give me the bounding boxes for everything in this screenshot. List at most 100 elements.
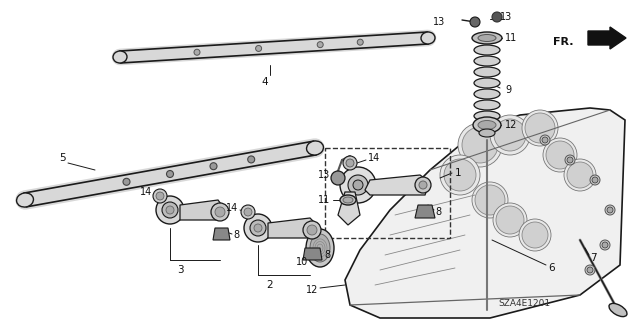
Text: 14: 14 xyxy=(368,153,380,163)
Circle shape xyxy=(123,178,130,185)
Circle shape xyxy=(340,167,376,203)
Ellipse shape xyxy=(473,117,501,133)
Circle shape xyxy=(602,242,608,248)
Circle shape xyxy=(415,177,431,193)
Text: 6: 6 xyxy=(548,263,555,273)
Circle shape xyxy=(241,205,255,219)
Ellipse shape xyxy=(478,34,496,41)
Polygon shape xyxy=(345,108,625,318)
Circle shape xyxy=(166,170,173,177)
Polygon shape xyxy=(365,175,430,195)
Ellipse shape xyxy=(474,78,500,88)
Circle shape xyxy=(592,177,598,183)
Polygon shape xyxy=(213,228,230,240)
Circle shape xyxy=(565,155,575,165)
Polygon shape xyxy=(180,200,224,220)
Ellipse shape xyxy=(474,89,500,99)
Text: 10: 10 xyxy=(296,257,308,267)
Text: 3: 3 xyxy=(177,265,183,275)
Circle shape xyxy=(587,267,593,273)
Text: 5: 5 xyxy=(59,153,65,163)
Text: 8: 8 xyxy=(324,250,330,260)
Circle shape xyxy=(343,156,357,170)
Circle shape xyxy=(490,115,530,155)
Ellipse shape xyxy=(17,193,33,207)
Circle shape xyxy=(255,45,262,51)
Circle shape xyxy=(607,207,613,213)
Circle shape xyxy=(153,189,167,203)
Circle shape xyxy=(585,265,595,275)
Text: 7: 7 xyxy=(590,253,596,263)
Ellipse shape xyxy=(310,234,330,262)
Circle shape xyxy=(307,225,317,235)
Circle shape xyxy=(493,203,527,237)
Circle shape xyxy=(543,138,577,172)
Ellipse shape xyxy=(479,129,495,137)
Text: 13: 13 xyxy=(433,17,445,27)
Circle shape xyxy=(519,219,551,251)
Circle shape xyxy=(250,220,266,236)
Circle shape xyxy=(353,180,363,190)
Ellipse shape xyxy=(474,56,500,66)
Text: 1: 1 xyxy=(455,168,461,178)
Text: 8: 8 xyxy=(435,207,441,217)
Circle shape xyxy=(419,181,427,189)
Circle shape xyxy=(546,141,574,169)
Ellipse shape xyxy=(474,67,500,77)
Circle shape xyxy=(522,110,558,146)
Circle shape xyxy=(248,156,255,163)
Circle shape xyxy=(303,221,321,239)
Circle shape xyxy=(357,39,364,45)
Ellipse shape xyxy=(472,32,502,44)
Circle shape xyxy=(525,113,555,143)
Ellipse shape xyxy=(474,100,500,110)
FancyArrow shape xyxy=(588,27,626,49)
Circle shape xyxy=(444,159,476,191)
Circle shape xyxy=(156,196,184,224)
Circle shape xyxy=(440,155,480,195)
Ellipse shape xyxy=(343,197,353,203)
Text: FR.: FR. xyxy=(552,37,573,47)
Circle shape xyxy=(600,240,610,250)
Text: 12: 12 xyxy=(505,120,517,130)
Polygon shape xyxy=(338,192,360,225)
Circle shape xyxy=(605,205,615,215)
Text: 9: 9 xyxy=(505,85,511,95)
Text: 11: 11 xyxy=(505,33,517,43)
Text: 13: 13 xyxy=(500,12,512,22)
Circle shape xyxy=(492,12,502,22)
Circle shape xyxy=(494,119,526,151)
Circle shape xyxy=(331,171,345,185)
Circle shape xyxy=(194,49,200,55)
Bar xyxy=(325,148,450,238)
Circle shape xyxy=(462,127,498,163)
Circle shape xyxy=(346,159,354,167)
Ellipse shape xyxy=(474,111,500,121)
Circle shape xyxy=(210,163,217,170)
Text: 14: 14 xyxy=(140,187,152,197)
Ellipse shape xyxy=(113,51,127,63)
Circle shape xyxy=(211,203,229,221)
Circle shape xyxy=(162,202,178,218)
Text: 4: 4 xyxy=(262,77,268,87)
Circle shape xyxy=(564,159,596,191)
Polygon shape xyxy=(415,205,435,218)
Circle shape xyxy=(567,162,593,188)
Text: 8: 8 xyxy=(233,230,239,240)
Circle shape xyxy=(522,222,548,248)
Circle shape xyxy=(254,224,262,232)
Circle shape xyxy=(317,42,323,48)
Circle shape xyxy=(540,135,550,145)
Circle shape xyxy=(215,207,225,217)
Text: 2: 2 xyxy=(267,280,273,290)
Circle shape xyxy=(567,157,573,163)
Text: 14: 14 xyxy=(226,203,238,213)
Text: SZA4E1201: SZA4E1201 xyxy=(498,299,550,308)
Polygon shape xyxy=(268,218,318,238)
Circle shape xyxy=(542,137,548,143)
Circle shape xyxy=(590,175,600,185)
Circle shape xyxy=(496,206,524,234)
Ellipse shape xyxy=(421,32,435,44)
Polygon shape xyxy=(303,248,322,260)
Circle shape xyxy=(244,208,252,216)
